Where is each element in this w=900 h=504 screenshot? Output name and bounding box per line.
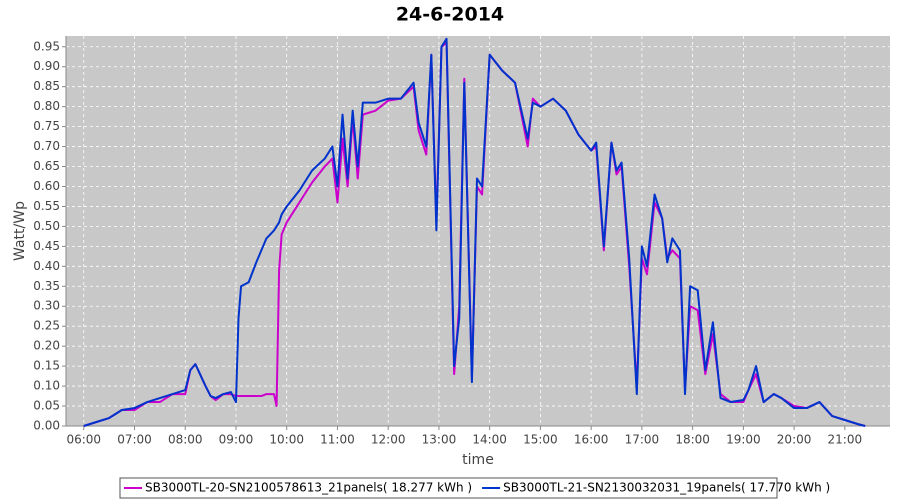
x-tick-label: 12:00 <box>371 433 406 447</box>
y-tick-label: 0.25 <box>33 319 60 333</box>
x-tick-label: 11:00 <box>320 433 355 447</box>
y-tick-label: 0.80 <box>33 99 60 113</box>
x-tick-label: 19:00 <box>726 433 761 447</box>
x-tick-label: 20:00 <box>777 433 812 447</box>
chart-title: 24-6-2014 <box>396 4 504 26</box>
plot-area <box>66 36 890 426</box>
y-tick-label: 0.55 <box>33 199 60 213</box>
legend-label: SB3000TL-20-SN2100578613_21panels( 18.27… <box>145 481 472 495</box>
y-tick-label: 0.00 <box>33 419 60 433</box>
x-tick-label: 17:00 <box>625 433 660 447</box>
x-tick-label: 16:00 <box>574 433 609 447</box>
x-tick-label: 15:00 <box>523 433 558 447</box>
x-tick-label: 09:00 <box>219 433 254 447</box>
y-tick-label: 0.90 <box>33 59 60 73</box>
y-tick-label: 0.20 <box>33 339 60 353</box>
y-tick-label: 0.30 <box>33 299 60 313</box>
x-tick-label: 21:00 <box>828 433 863 447</box>
x-tick-label: 18:00 <box>675 433 710 447</box>
series-line <box>83 37 866 427</box>
y-tick-label: 0.45 <box>33 239 60 253</box>
y-tick-label: 0.35 <box>33 279 60 293</box>
y-tick-label: 0.15 <box>33 359 60 373</box>
x-tick-label: 10:00 <box>269 433 304 447</box>
x-axis-title: time <box>462 452 494 468</box>
y-tick-label: 0.95 <box>33 39 60 53</box>
y-tick-label: 0.40 <box>33 259 60 273</box>
y-tick-label: 0.60 <box>33 179 60 193</box>
y-tick-label: 0.50 <box>33 219 60 233</box>
y-tick-label: 0.05 <box>33 399 60 413</box>
x-tick-label: 07:00 <box>117 433 152 447</box>
x-tick-label: 08:00 <box>168 433 203 447</box>
y-tick-label: 0.70 <box>33 139 60 153</box>
legend-box <box>119 477 778 499</box>
y-tick-label: 0.10 <box>33 379 60 393</box>
x-tick-label: 14:00 <box>472 433 507 447</box>
x-tick-label: 06:00 <box>66 433 101 447</box>
y-tick-label: 0.65 <box>33 159 60 173</box>
y-axis-title: Watt/Wp <box>12 201 28 261</box>
legend-label: SB3000TL-21-SN2130032031_19panels( 17.77… <box>503 481 830 495</box>
y-tick-label: 0.75 <box>33 119 60 133</box>
x-tick-label: 13:00 <box>422 433 457 447</box>
y-tick-label: 0.85 <box>33 79 60 93</box>
